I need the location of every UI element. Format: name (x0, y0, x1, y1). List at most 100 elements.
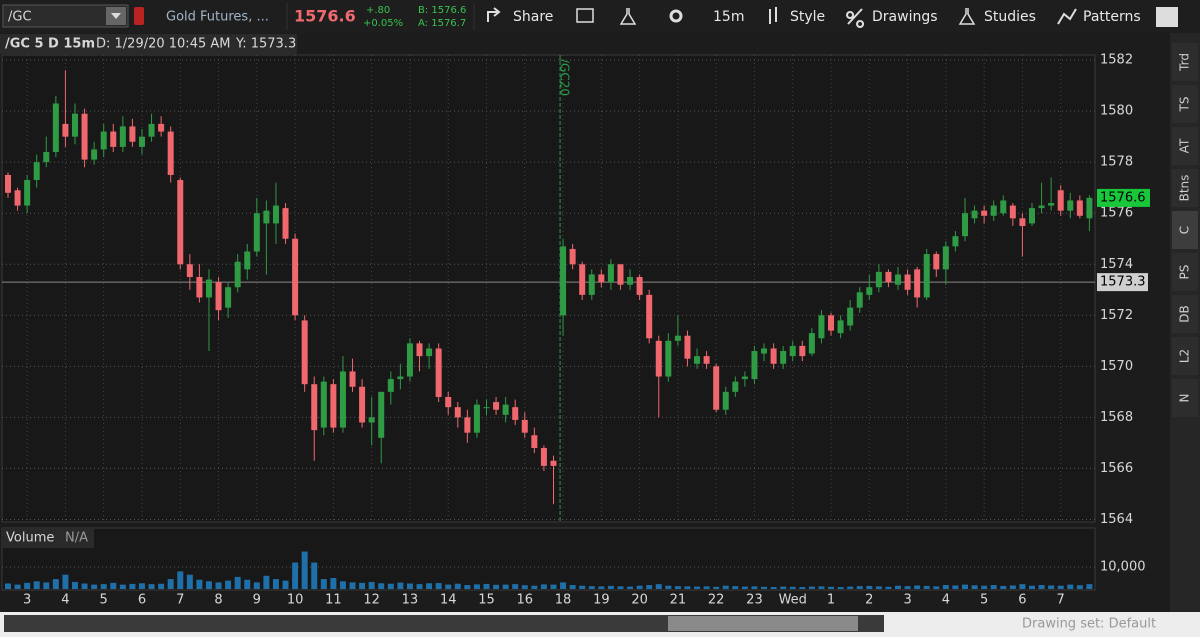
candle-body (148, 123, 155, 137)
volume-bar (780, 586, 787, 589)
window-menu[interactable] (1156, 7, 1178, 27)
candle-body (856, 292, 863, 308)
candle-body (741, 376, 748, 380)
flask-icon[interactable] (619, 8, 637, 25)
side-tab[interactable] (1172, 85, 1198, 123)
candle-body (971, 210, 978, 219)
side-tab-label[interactable]: Btns (1178, 175, 1192, 202)
x-tick-label: 20 (631, 593, 648, 608)
volume-bar (234, 576, 241, 589)
candle-body (799, 345, 806, 357)
candle-body (406, 343, 413, 377)
x-tick-label: 22 (708, 593, 725, 608)
volume-bar (263, 575, 270, 589)
volume-bar (186, 574, 193, 589)
candle-body (493, 402, 500, 410)
volume-bar (550, 584, 557, 589)
symbol[interactable]: /GC (8, 10, 32, 25)
volume-bar (205, 581, 212, 589)
side-tab-label[interactable]: C (1178, 226, 1192, 234)
side-tab[interactable] (1172, 337, 1198, 375)
volume-bar (1038, 585, 1045, 589)
x-tick-label: 7 (1057, 593, 1065, 608)
last-price-label: 1576.6 (1100, 190, 1146, 205)
side-tab-label[interactable]: PS (1178, 265, 1192, 280)
style-button[interactable]: Style (790, 9, 825, 25)
candle-body (627, 277, 634, 285)
volume-bar (129, 583, 136, 589)
symbol-box[interactable] (2, 4, 129, 28)
volume-bar (952, 585, 959, 589)
side-tab[interactable] (1172, 253, 1198, 291)
candle-body (818, 315, 825, 339)
volume-bar (789, 586, 796, 589)
volume-bar (91, 584, 98, 589)
candle-body (71, 113, 78, 137)
x-tick-label: 21 (670, 593, 687, 608)
candle-body (435, 348, 442, 397)
y-tick-label: 1580 (1100, 104, 1133, 119)
candle-body (416, 343, 423, 357)
candle-body (91, 149, 98, 160)
session-label: /GC20 (558, 59, 572, 96)
side-tab-label[interactable]: N (1178, 394, 1192, 403)
side-tab[interactable] (1172, 379, 1198, 417)
link-icon[interactable] (134, 7, 144, 25)
volume-bar (24, 582, 31, 589)
side-tab[interactable] (1172, 43, 1198, 81)
volume-bar (598, 586, 605, 589)
side-tab-label[interactable]: AT (1178, 138, 1192, 153)
volume-bar (292, 562, 299, 589)
candle-body (263, 210, 270, 224)
settings-icon[interactable] (669, 9, 683, 23)
drawings-button[interactable]: Drawings (872, 9, 938, 25)
scrollbar-track[interactable] (4, 615, 884, 632)
candle-body (1009, 205, 1016, 219)
patterns-button[interactable]: Patterns (1083, 9, 1141, 25)
side-tab-label[interactable]: DB (1178, 305, 1192, 322)
side-tab-label[interactable]: L2 (1178, 349, 1192, 363)
volume-bar (761, 586, 768, 589)
volume-bar (617, 586, 624, 589)
side-tab[interactable] (1172, 295, 1198, 333)
studies-button[interactable]: Studies (984, 9, 1036, 25)
candle-body (933, 254, 940, 270)
candle-body (1028, 208, 1035, 224)
side-tab-label[interactable]: Trd (1178, 53, 1192, 72)
candle-body (770, 348, 777, 364)
volume-bar (301, 551, 308, 589)
volume-bar (473, 584, 480, 589)
notes-icon[interactable] (576, 8, 594, 23)
x-tick-label: Wed (779, 593, 807, 608)
candle-body (359, 386, 366, 423)
x-tick-label: 6 (1018, 593, 1026, 608)
side-tab-label[interactable]: TS (1178, 97, 1192, 113)
candle-body (1057, 190, 1064, 211)
candle-body (186, 264, 193, 278)
volume-bar (875, 586, 882, 589)
volume-bar (100, 584, 107, 589)
volume-bar (607, 585, 614, 589)
scrollbar-thumb[interactable] (668, 616, 858, 631)
share-button[interactable]: Share (513, 9, 553, 25)
candle-body (560, 246, 567, 316)
chart-label: /GC 5 D 15m (5, 37, 95, 52)
timeframe-button[interactable]: 15m (713, 9, 744, 25)
side-tab[interactable] (1172, 169, 1198, 207)
x-tick-label: 1 (827, 593, 835, 608)
candle-body (454, 407, 461, 418)
x-tick-label: 5 (100, 593, 108, 608)
side-tab[interactable] (1172, 127, 1198, 165)
candle-body (942, 246, 949, 270)
volume-bar (119, 584, 126, 589)
candle-body (789, 345, 796, 357)
candle-body (368, 417, 375, 423)
side-tab[interactable] (1172, 211, 1198, 249)
volume-bar (942, 585, 949, 589)
volume-bar (828, 586, 835, 589)
volume-bar (713, 586, 720, 589)
volume-bar (359, 582, 366, 589)
x-tick-label: 6 (138, 593, 146, 608)
volume-bar (808, 586, 815, 589)
volume-bar (215, 582, 222, 589)
